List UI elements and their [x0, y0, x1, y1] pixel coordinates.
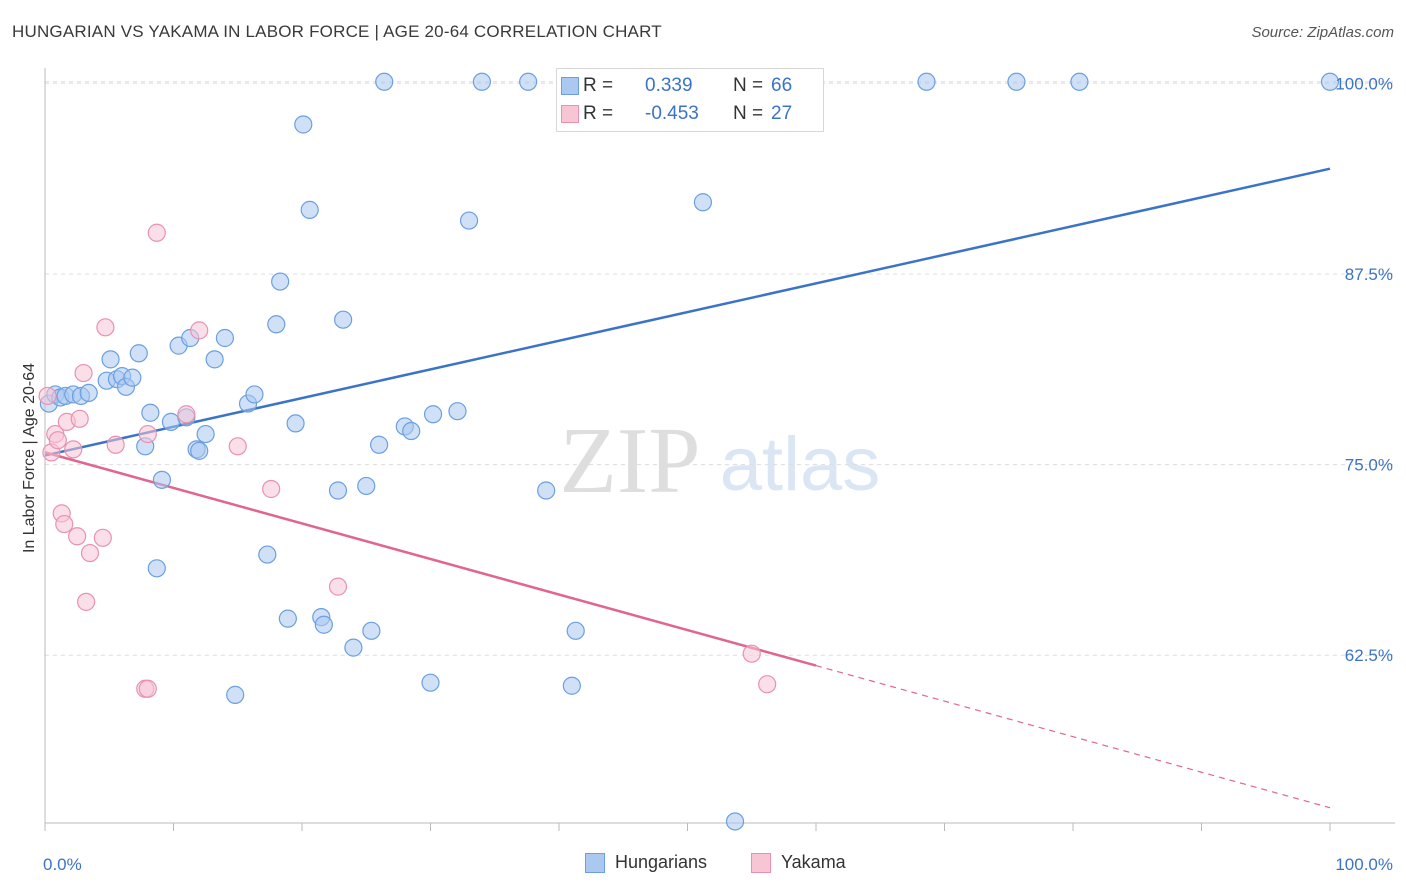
legend-swatch-hungarians — [585, 852, 605, 873]
legend-r-label: R = — [583, 103, 614, 124]
legend-swatch-yakama — [561, 105, 579, 123]
hungarians-point — [423, 405, 443, 424]
legend-r-value: -0.453 — [645, 103, 699, 124]
hungarians-point — [1070, 72, 1089, 91]
yakama-point — [48, 431, 67, 450]
hungarians-point — [278, 609, 297, 628]
yakama-point — [262, 479, 281, 499]
yakama-point — [38, 386, 57, 406]
hungarians-point — [141, 403, 160, 422]
legend-n-value: 66 — [771, 75, 793, 96]
hungarians-point — [693, 193, 713, 212]
hungarians-point — [300, 200, 319, 219]
hungarians-point — [161, 412, 181, 431]
hungarians-point — [562, 676, 581, 695]
yakama-point — [138, 424, 157, 444]
chart-title: HUNGARIAN VS YAKAMA IN LABOR FORCE | AGE… — [12, 22, 662, 41]
yakama-point — [77, 592, 96, 611]
y-tick-label: 87.5% — [1345, 265, 1393, 284]
legend-swatch-hungarians — [561, 77, 579, 95]
hungarians-point — [226, 685, 245, 704]
x-tick-label: 0.0% — [43, 855, 82, 874]
yakama-point — [80, 543, 100, 563]
hungarians-point — [101, 350, 120, 369]
yakama-point — [147, 223, 166, 242]
hungarians-point — [344, 638, 363, 657]
hungarians-point — [725, 812, 745, 831]
hungarians-point — [459, 211, 479, 230]
legend-n-label: N = — [733, 75, 764, 96]
hungarians-point — [129, 344, 148, 363]
hungarians-point — [1007, 72, 1026, 91]
hungarians-point — [328, 481, 348, 500]
hungarians-point — [245, 385, 264, 404]
hungarians-point — [519, 72, 538, 91]
watermark-zip: ZIP — [560, 409, 701, 513]
legend-item-hungarians[interactable]: Hungarians — [585, 852, 707, 873]
hungarians-point — [375, 72, 394, 91]
hungarians-point — [917, 72, 936, 91]
legend-item-yakama[interactable]: Yakama — [751, 852, 846, 873]
hungarians-point — [147, 559, 166, 578]
hungarians-point — [314, 615, 333, 634]
hungarians-point — [334, 310, 353, 329]
hungarians-trend-line — [44, 167, 1331, 457]
yakama-point — [70, 409, 89, 428]
y-tick-label: 62.5% — [1345, 646, 1393, 665]
hungarians-point — [402, 421, 421, 441]
hungarians-point — [286, 414, 305, 433]
hungarians-point — [196, 424, 215, 444]
yakama-point — [96, 318, 115, 337]
yakama-point — [68, 527, 87, 546]
hungarians-point — [472, 72, 491, 91]
yakama-point — [93, 528, 112, 547]
hungarians-point — [362, 621, 381, 640]
hungarians-point — [370, 435, 389, 454]
hungarians-point — [537, 481, 556, 500]
x-tick-label: 100.0% — [1335, 855, 1393, 874]
hungarians-point — [294, 115, 313, 134]
hungarians-point — [123, 368, 142, 387]
hungarians-point — [448, 402, 467, 421]
yakama-trend-line — [44, 451, 817, 667]
hungarians-point — [215, 328, 234, 348]
stats-legend: R = 0.339 N = 66 R = -0.453 N = 27 — [556, 68, 824, 132]
y-tick-label: 75.0% — [1345, 456, 1393, 475]
hungarians-point — [566, 621, 585, 640]
hungarians-point — [258, 545, 277, 564]
hungarians-point — [190, 441, 209, 460]
legend-label-hungarians: Hungarians — [615, 852, 708, 872]
legend-n-label: N = — [733, 103, 764, 124]
source-label: Source: ZipAtlas.com — [1251, 24, 1394, 41]
hungarians-point — [421, 673, 440, 692]
hungarians-point — [152, 470, 172, 489]
yakama-point — [74, 363, 93, 383]
yakama-point — [138, 679, 157, 698]
hungarians-point — [357, 476, 376, 496]
yakama-point — [190, 321, 209, 340]
legend-swatch-yakama — [751, 852, 771, 873]
legend-r-value: 0.339 — [645, 75, 693, 96]
yakama-point — [106, 435, 125, 454]
yakama-point — [758, 675, 777, 694]
hungarians-point — [79, 383, 98, 403]
legend-r-label: R = — [583, 75, 614, 96]
yakama-point — [55, 514, 74, 534]
yakama-point — [742, 644, 761, 663]
yakama-trend-line-extension — [815, 665, 1331, 809]
yakama-point — [328, 577, 348, 596]
y-tick-label: 100.0% — [1335, 74, 1393, 93]
yakama-point — [177, 405, 196, 424]
legend-n-value: 27 — [771, 103, 793, 124]
yakama-point — [228, 437, 247, 456]
hungarians-point — [271, 272, 290, 291]
legend-label-yakama: Yakama — [781, 852, 846, 872]
series-legend: Hungarians Yakama — [0, 852, 1406, 878]
yakama-point — [64, 440, 83, 459]
hungarians-point — [205, 350, 224, 369]
hungarians-point — [267, 315, 286, 334]
hungarians-point — [1320, 72, 1340, 91]
